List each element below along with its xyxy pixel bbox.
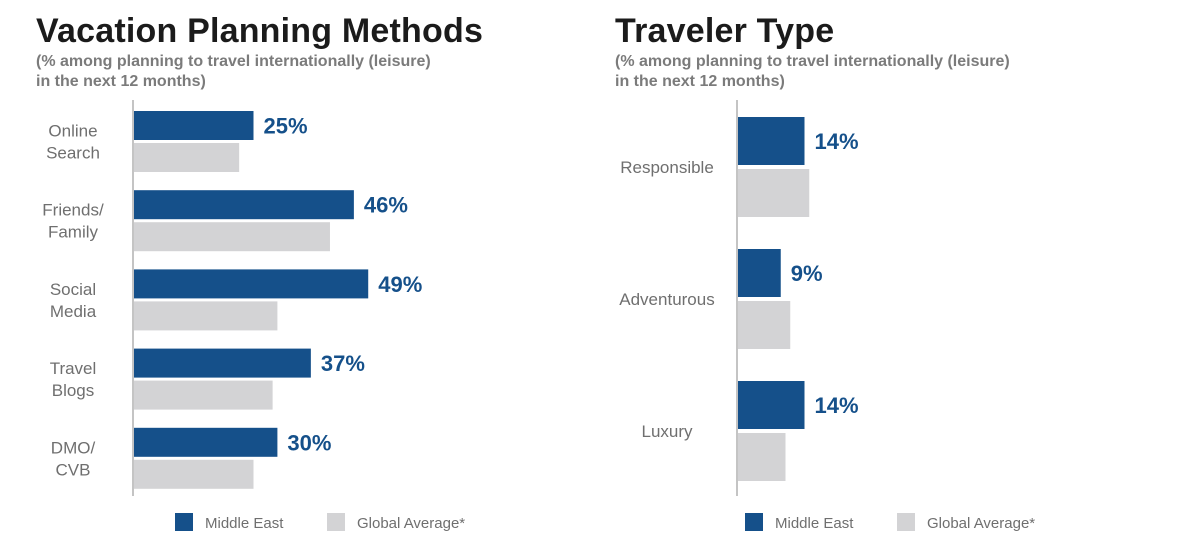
right-bar-global-average-luxury (738, 433, 786, 481)
left-subtitle-line-1: (% among planning to travel internationa… (36, 53, 431, 70)
left-legend-label-global-average: Global Average* (357, 515, 465, 532)
left-bar-global-average-social-media (134, 301, 278, 331)
left-category-label-online-search: Search (46, 144, 100, 163)
right-legend-label-global-average: Global Average* (927, 515, 1035, 532)
left-category-label-travel-blogs: Blogs (52, 381, 95, 400)
right-category-label-luxury: Luxury (641, 422, 693, 441)
right-legend-swatch-global-average (897, 513, 915, 531)
left-chart-title: Vacation Planning Methods (36, 12, 484, 50)
left-value-label-social-media: 49% (378, 272, 422, 297)
left-category-label-online-search: Online (48, 122, 97, 141)
right-bar-middle-east-adventurous (738, 249, 781, 297)
left-value-label-dmo-cvb: 30% (287, 430, 331, 455)
left-bar-chart: Online Search 25% Friends/Family 46% Social Me… (42, 100, 465, 532)
left-bar-global-average-dmo-cvb (134, 459, 254, 489)
right-subtitle-line-2: in the next 12 months) (615, 73, 785, 90)
right-chart-title: Traveler Type (615, 12, 835, 50)
left-bar-middle-east-friends-family (134, 190, 354, 220)
right-category-label-responsible: Responsible (620, 158, 714, 177)
right-legend-swatch-middle-east (745, 513, 763, 531)
left-value-label-travel-blogs: 37% (321, 351, 365, 376)
right-subtitle-line-1: (% among planning to travel internationa… (615, 53, 1010, 70)
left-value-label-online-search: 25% (264, 114, 308, 139)
left-value-label-friends-family: 46% (364, 193, 408, 218)
left-category-label-dmo-cvb: CVB (56, 460, 91, 479)
right-bar-global-average-adventurous (738, 301, 791, 349)
left-category-label-travel-blogs: Travel (50, 359, 97, 378)
left-bar-global-average-online-search (134, 143, 240, 172)
right-category-label-adventurous: Adventurous (619, 290, 714, 309)
left-legend-label-middle-east: Middle East (205, 515, 284, 532)
right-bar-middle-east-luxury (738, 381, 805, 429)
right-bar-global-average-responsible (738, 169, 810, 217)
left-bar-middle-east-travel-blogs (134, 348, 311, 378)
left-bar-middle-east-dmo-cvb (134, 427, 278, 457)
left-chart-panel: Vacation Planning Methods (% among plann… (0, 0, 590, 546)
left-bar-global-average-travel-blogs (134, 380, 273, 410)
left-chart-subtitle: (% among planning to travel internationa… (36, 52, 431, 92)
left-legend-swatch-middle-east (175, 513, 193, 531)
left-bar-global-average-friends-family (134, 222, 330, 252)
left-bar-middle-east-social-media (134, 269, 369, 299)
right-value-label-luxury: 14% (815, 393, 859, 418)
right-bar-middle-east-responsible (738, 117, 805, 165)
right-chart-subtitle: (% among planning to travel internationa… (615, 52, 1010, 92)
right-value-label-responsible: 14% (815, 129, 859, 154)
right-chart-panel: Traveler Type (% among planning to trave… (590, 0, 1200, 546)
left-category-label-friends-family: Family (48, 223, 99, 242)
left-category-label-social-media: Social (50, 280, 96, 299)
left-bar-middle-east-online-search (134, 111, 254, 140)
right-bar-chart: Responsible 14% Adventurous 9% Luxury 14% Midd… (619, 100, 1035, 532)
right-legend-label-middle-east: Middle East (775, 515, 854, 532)
left-subtitle-line-2: in the next 12 months) (36, 73, 206, 90)
right-value-label-adventurous: 9% (791, 261, 823, 286)
left-category-label-social-media: Media (50, 302, 97, 321)
left-category-label-friends-family: Friends/ (42, 201, 104, 220)
left-category-label-dmo-cvb: DMO/ (51, 438, 96, 457)
left-legend-swatch-global-average (327, 513, 345, 531)
